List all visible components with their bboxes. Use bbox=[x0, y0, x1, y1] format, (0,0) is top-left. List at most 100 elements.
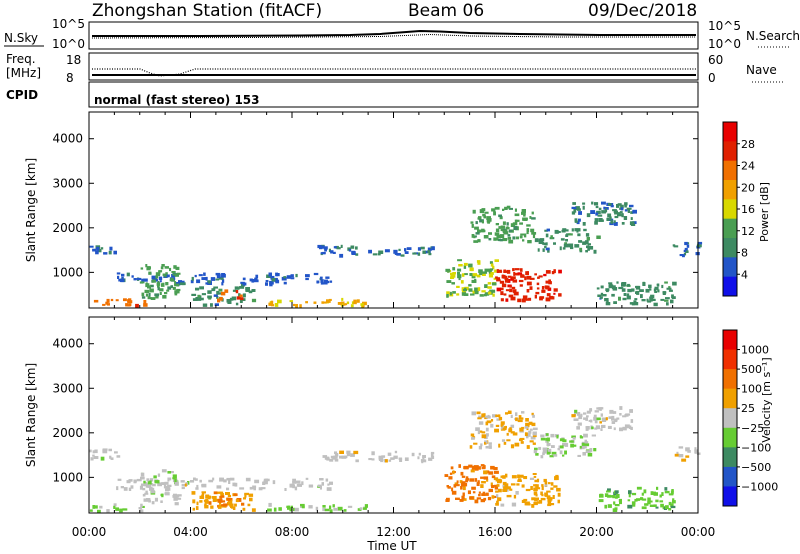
x-axis-ticks: 00:00 04:00 08:00 12:00 16:00 20:00 00:00 bbox=[72, 525, 716, 539]
nave-tick-bottom: 0 bbox=[708, 71, 716, 85]
echo-cell bbox=[229, 477, 235, 481]
echo-cell bbox=[239, 294, 243, 298]
echo-cell bbox=[510, 296, 516, 301]
echo-cell bbox=[670, 299, 674, 304]
echo-cell bbox=[144, 289, 150, 293]
echo-cell bbox=[611, 418, 615, 421]
echo-cell bbox=[534, 273, 537, 276]
echo-cell bbox=[160, 500, 163, 503]
echo-cell bbox=[493, 277, 498, 280]
echo-region bbox=[322, 450, 359, 463]
colorbar-segment bbox=[723, 427, 737, 448]
echo-cell bbox=[545, 242, 548, 246]
echo-cell bbox=[611, 421, 616, 424]
colorbar-tick-label: −100 bbox=[741, 441, 771, 454]
echo-cell bbox=[504, 206, 508, 210]
echo-cell bbox=[477, 229, 481, 233]
echo-cell bbox=[569, 440, 574, 443]
colorbar-segment bbox=[723, 180, 737, 200]
echo-cell bbox=[467, 490, 471, 495]
echo-cell bbox=[536, 282, 540, 286]
echo-cell bbox=[656, 283, 659, 286]
echo-cell bbox=[612, 495, 616, 499]
echo-cell bbox=[678, 454, 684, 458]
echo-cell bbox=[143, 480, 146, 484]
echo-cell bbox=[167, 477, 170, 482]
echo-cell bbox=[498, 226, 501, 229]
echo-cell bbox=[139, 509, 144, 513]
echo-cell bbox=[605, 288, 610, 292]
echo-cell bbox=[593, 448, 597, 452]
echo-cell bbox=[496, 494, 499, 498]
echo-cell bbox=[192, 298, 198, 301]
echo-cell bbox=[532, 442, 536, 445]
echo-cell bbox=[546, 443, 551, 446]
echo-cell bbox=[494, 470, 499, 474]
echo-cell bbox=[682, 254, 685, 258]
echo-cell bbox=[218, 491, 224, 494]
echo-cell bbox=[105, 301, 108, 305]
echo-cell bbox=[591, 434, 596, 437]
echo-cell bbox=[353, 301, 357, 305]
echo-cell bbox=[148, 499, 151, 503]
echo-cell bbox=[529, 477, 535, 480]
echo-region bbox=[470, 205, 537, 244]
echo-cell bbox=[295, 304, 298, 308]
cpid-frame bbox=[88, 81, 699, 108]
echo-cell bbox=[319, 478, 324, 481]
echo-region bbox=[217, 495, 245, 507]
echo-cell bbox=[532, 414, 535, 418]
echo-cell bbox=[459, 499, 464, 502]
echo-cell bbox=[498, 416, 503, 421]
echo-cell bbox=[483, 465, 486, 469]
echo-cell bbox=[451, 282, 455, 285]
echo-cell bbox=[239, 487, 245, 490]
colorbar-segment bbox=[723, 199, 737, 220]
echo-cell bbox=[216, 485, 222, 489]
echo-cell bbox=[283, 276, 287, 279]
echo-cell bbox=[149, 478, 154, 482]
echo-cell bbox=[686, 244, 690, 248]
echo-cell bbox=[139, 281, 145, 284]
echo-cell bbox=[322, 508, 326, 512]
echo-cell bbox=[227, 502, 232, 506]
echo-cell bbox=[241, 502, 245, 506]
echo-cell bbox=[362, 301, 367, 306]
echo-cell bbox=[626, 207, 632, 210]
echo-cell bbox=[472, 290, 476, 294]
echo-cell bbox=[346, 301, 350, 305]
echo-cell bbox=[618, 286, 624, 290]
echo-cell bbox=[251, 298, 257, 303]
echo-cell bbox=[662, 506, 665, 510]
echo-cell bbox=[122, 508, 128, 511]
echo-cell bbox=[277, 299, 282, 304]
echo-cell bbox=[461, 498, 467, 501]
echo-cell bbox=[605, 417, 608, 421]
echo-cell bbox=[562, 439, 567, 443]
echo-cell bbox=[626, 293, 630, 297]
echo-cell bbox=[576, 412, 581, 416]
echo-cell bbox=[483, 497, 487, 501]
echo-cell bbox=[158, 276, 163, 281]
echo-cell bbox=[576, 221, 580, 225]
echo-cell bbox=[152, 484, 156, 487]
echo-cell bbox=[672, 498, 675, 502]
echo-cell bbox=[454, 482, 458, 486]
echo-cell bbox=[525, 488, 531, 492]
echo-cell bbox=[545, 247, 550, 251]
echo-cell bbox=[608, 416, 613, 419]
echo-cell bbox=[534, 447, 538, 451]
echo-cell bbox=[550, 487, 554, 490]
echo-cell bbox=[208, 479, 214, 483]
echo-cell bbox=[517, 419, 523, 423]
echo-cell bbox=[611, 293, 615, 297]
echo-cell bbox=[609, 284, 614, 289]
echo-cell bbox=[582, 202, 586, 205]
echo-cell bbox=[471, 411, 477, 416]
echo-cell bbox=[494, 428, 499, 433]
y-tick-label: 1000 bbox=[52, 470, 83, 484]
echo-cell bbox=[494, 232, 500, 236]
echo-cell bbox=[478, 491, 481, 494]
echo-cell bbox=[631, 492, 637, 496]
echo-cell bbox=[226, 299, 231, 303]
